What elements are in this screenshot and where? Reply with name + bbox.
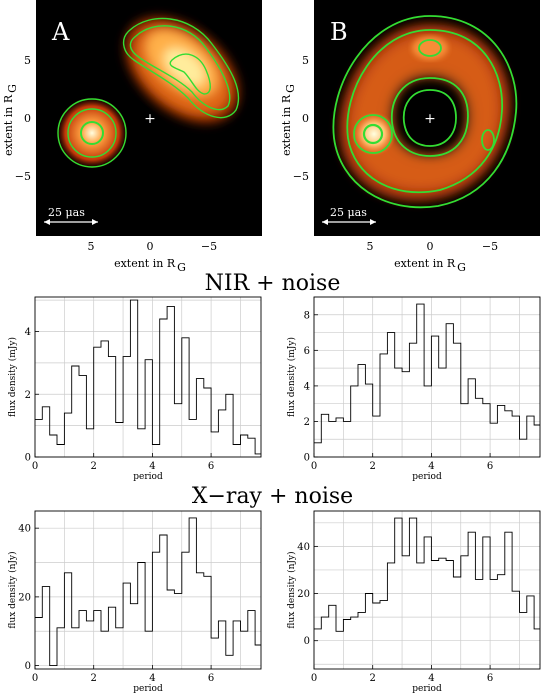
xray-light-curve-a: 0 2 4 6 0 20 40 period flux density (nJy) bbox=[7, 510, 262, 694]
x-tick-label: −5 bbox=[482, 240, 498, 253]
x-tick-label: 0 bbox=[311, 461, 317, 472]
emission-map bbox=[56, 16, 240, 169]
scale-bar-label: 25 μas bbox=[330, 206, 367, 219]
y-axis-label: flux density (mJy) bbox=[7, 337, 18, 417]
y-tick-label: 2 bbox=[25, 390, 31, 401]
y-ticks: 5 0 −5 bbox=[293, 54, 309, 183]
scale-bar: 25 μas bbox=[44, 206, 98, 225]
x-tick-label: 4 bbox=[428, 673, 434, 684]
x-tick-label: 2 bbox=[370, 461, 376, 472]
xray-section-title: X−ray + noise bbox=[191, 484, 354, 509]
plot-frame bbox=[313, 510, 541, 670]
xray-light-curve-b: 0 2 4 6 0 20 40 period flux density (nJy) bbox=[286, 510, 541, 694]
y-tick-label: 8 bbox=[304, 310, 310, 321]
y-tick-label: 2 bbox=[304, 417, 310, 428]
y-tick-label: 5 bbox=[302, 54, 309, 67]
plot-frame bbox=[34, 510, 262, 670]
x-tick-label: 0 bbox=[427, 240, 434, 253]
light-curve-trace bbox=[314, 517, 540, 632]
x-axis-label: period bbox=[133, 472, 163, 482]
center-marker: + bbox=[144, 111, 156, 127]
emission-map bbox=[339, 24, 511, 201]
x-tick-label: 2 bbox=[91, 673, 97, 684]
plot-frame bbox=[313, 296, 541, 458]
x-tick-label: 0 bbox=[32, 673, 38, 684]
x-tick-label: −5 bbox=[201, 240, 217, 253]
nir-light-curve-b: 0 2 4 6 0 2 4 6 8 period flux density (mJy) bbox=[286, 296, 541, 482]
x-axis-label: period bbox=[412, 684, 442, 694]
x-tick-label: 0 bbox=[32, 461, 38, 472]
scale-bar: 25 μas bbox=[322, 206, 376, 225]
y-tick-label: 0 bbox=[304, 636, 310, 647]
plot-frame bbox=[34, 296, 262, 458]
y-axis-label: flux density (mJy) bbox=[286, 337, 297, 417]
x-ticks: 5 0 −5 bbox=[88, 240, 218, 253]
y-tick-label: 0 bbox=[302, 112, 309, 125]
x-tick-label: 6 bbox=[208, 673, 214, 684]
x-tick-label: 6 bbox=[487, 673, 493, 684]
axis-label-text: extent in R bbox=[394, 257, 456, 270]
y-tick-label: 4 bbox=[25, 327, 31, 338]
nir-section-title: NIR + noise bbox=[204, 271, 341, 296]
x-tick-label: 4 bbox=[149, 673, 155, 684]
y-tick-label: 20 bbox=[297, 589, 310, 600]
y-tick-label: 6 bbox=[304, 346, 310, 357]
y-axis-label: flux density (nJy) bbox=[286, 551, 297, 628]
light-curve-trace bbox=[314, 303, 540, 444]
panel-label: A bbox=[51, 18, 70, 46]
y-tick-label: 0 bbox=[25, 453, 31, 464]
x-tick-label: 5 bbox=[88, 240, 95, 253]
x-axis-label: period bbox=[412, 472, 442, 482]
center-marker: + bbox=[424, 111, 436, 127]
x-tick-label: 5 bbox=[367, 240, 374, 253]
axis-label-subscript: G bbox=[6, 84, 19, 93]
y-tick-label: 0 bbox=[24, 112, 31, 125]
axis-label-subscript: G bbox=[284, 84, 297, 93]
axis-label-subscript: G bbox=[457, 261, 466, 274]
axis-label-text: extent in R bbox=[114, 257, 176, 270]
x-ticks: 5 0 −5 bbox=[367, 240, 499, 253]
axis-label-text: extent in R bbox=[2, 94, 15, 156]
y-tick-label: 4 bbox=[304, 381, 310, 392]
y-axis-label: extent in RG bbox=[280, 84, 297, 156]
y-tick-label: 20 bbox=[18, 592, 31, 603]
y-tick-label: −5 bbox=[15, 170, 31, 183]
scale-bar-label: 25 μas bbox=[48, 206, 85, 219]
x-axis-label: period bbox=[133, 684, 163, 694]
y-tick-label: 0 bbox=[25, 661, 31, 672]
x-tick-label: 4 bbox=[428, 461, 434, 472]
light-curve-trace bbox=[35, 299, 261, 455]
y-ticks: 5 0 −5 bbox=[15, 54, 31, 183]
y-tick-label: −5 bbox=[293, 170, 309, 183]
y-tick-label: 0 bbox=[304, 453, 310, 464]
x-tick-label: 2 bbox=[91, 461, 97, 472]
x-tick-label: 0 bbox=[311, 673, 317, 684]
y-tick-label: 40 bbox=[297, 542, 310, 553]
x-tick-label: 6 bbox=[208, 461, 214, 472]
contour-lines bbox=[332, 15, 518, 209]
x-tick-label: 4 bbox=[149, 461, 155, 472]
y-tick-label: 5 bbox=[24, 54, 31, 67]
y-axis-label: flux density (nJy) bbox=[7, 551, 18, 628]
contour-lines bbox=[57, 17, 240, 168]
x-tick-label: 2 bbox=[370, 673, 376, 684]
axis-label-text: extent in R bbox=[280, 94, 293, 156]
x-tick-label: 6 bbox=[487, 461, 493, 472]
x-tick-label: 0 bbox=[147, 240, 154, 253]
axis-label-subscript: G bbox=[177, 261, 186, 274]
panel-label: B bbox=[330, 18, 348, 46]
light-curve-trace bbox=[35, 517, 261, 667]
y-tick-label: 40 bbox=[18, 524, 31, 535]
y-axis-label: extent in RG bbox=[2, 84, 19, 156]
